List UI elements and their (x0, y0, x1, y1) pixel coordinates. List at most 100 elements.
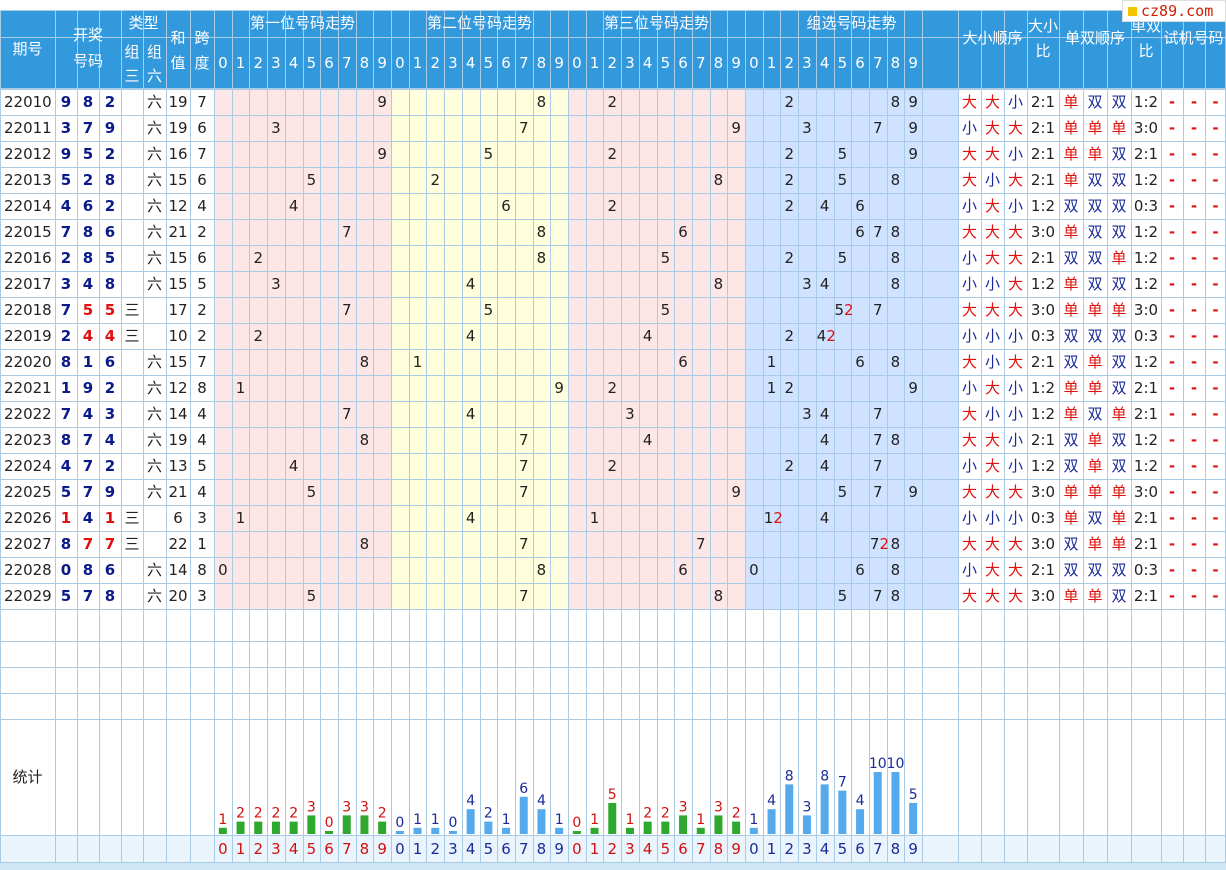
odd-even-cell: 双 (1063, 535, 1079, 553)
span-cell: 7 (197, 145, 207, 163)
group-digit: 5 (837, 249, 848, 267)
group-digit-value: 7 (869, 535, 880, 553)
header-digit: 7 (518, 54, 529, 72)
grid-hline (0, 193, 1226, 194)
span-cell: 2 (197, 327, 207, 345)
stat-bar (732, 821, 741, 834)
header-digit: 2 (430, 54, 440, 72)
grid-hline (0, 349, 1226, 350)
odd-even-cell: 单 (1087, 119, 1103, 137)
stat-bar-label: 2 (289, 806, 298, 822)
size-cell: 大 (1007, 171, 1023, 189)
footer-digit: 9 (377, 840, 387, 858)
type-group6: 六 (146, 353, 162, 371)
odd-even-cell: 单 (1087, 379, 1103, 397)
grid-vline (121, 10, 122, 862)
grid-vline (99, 10, 100, 862)
header-pos1: 第一位号码走势 (249, 14, 355, 32)
size-cell: 大 (961, 171, 977, 189)
size-ratio-cell: 3:0 (1030, 483, 1056, 501)
sum-cell: 14 (168, 561, 188, 579)
trend-digit: 8 (536, 249, 547, 267)
trend-digit: 2 (607, 457, 617, 475)
sum-cell: 13 (168, 457, 188, 475)
trend-digit: 7 (518, 535, 529, 553)
header-digit: 0 (395, 54, 405, 72)
stat-bar-label: 4 (856, 793, 865, 809)
draw-digit: 2 (104, 457, 116, 475)
group-digit: 4 (819, 457, 830, 475)
trend-digit: 4 (642, 431, 653, 449)
stat-bar-label: 0 (325, 815, 334, 831)
stat-bar (785, 784, 794, 834)
grid-hline (0, 323, 1226, 324)
stat-bar-label: 4 (466, 793, 475, 809)
footer-digit: 9 (908, 840, 918, 858)
trend-digit: 9 (554, 379, 564, 397)
group-digit-count: 2 (826, 327, 836, 345)
site-badge[interactable]: cz89.com (1122, 0, 1226, 22)
draw-digit: 2 (104, 197, 116, 215)
odd-even-cell: 单 (1087, 457, 1103, 475)
size-cell: 大 (1007, 353, 1023, 371)
group-digit: 72 (869, 531, 892, 557)
header-group: 组选号码走势 (806, 14, 897, 32)
draw-digit: 5 (60, 483, 72, 501)
period-cell: 22012 (4, 145, 52, 163)
header-digit: 9 (377, 54, 387, 72)
trend-digit: 9 (731, 483, 741, 501)
trend-digit: 1 (235, 379, 246, 397)
header-digit: 5 (660, 54, 671, 72)
trend-digit: 1 (235, 509, 246, 527)
trial-dash: - (1212, 249, 1219, 267)
trend-digit: 4 (465, 509, 476, 527)
size-ratio-cell: 2:1 (1030, 171, 1056, 189)
group-digit-count: 2 (879, 535, 889, 553)
odd-even-cell: 双 (1111, 275, 1127, 293)
size-cell: 大 (984, 145, 1000, 163)
odd-even-cell: 单 (1111, 509, 1127, 527)
footer-digit: 4 (465, 840, 476, 858)
size-cell: 大 (1007, 275, 1023, 293)
grid-vline (338, 10, 339, 862)
site-badge-text: cz89.com (1141, 2, 1214, 20)
stat-bar (360, 815, 369, 834)
draw-digit: 7 (60, 301, 72, 319)
odd-even-cell: 单 (1111, 119, 1127, 137)
grid-vline (692, 10, 693, 862)
stat-bar (749, 827, 758, 834)
type-group6: 六 (146, 561, 162, 579)
group-digit: 2 (784, 145, 794, 163)
footer-digit: 5 (837, 840, 848, 858)
header-digit: 3 (802, 54, 812, 72)
stat-bar (679, 815, 688, 834)
footer-digit: 6 (678, 840, 688, 858)
type-group6: 六 (146, 379, 162, 397)
grid-vline (727, 10, 728, 862)
odd-even-cell: 双 (1087, 327, 1103, 345)
left-area (0, 89, 214, 862)
group-digit: 9 (908, 483, 918, 501)
span-cell: 2 (197, 223, 207, 241)
grid-hline (0, 453, 1226, 454)
grid-vline (303, 10, 304, 862)
odd-even-cell: 单 (1063, 509, 1079, 527)
trial-dash: - (1190, 119, 1198, 137)
header-span: 跨度 (194, 29, 210, 72)
grid-hline (0, 667, 1226, 668)
odd-even-cell: 单 (1087, 483, 1103, 501)
trial-dash: - (1212, 197, 1219, 215)
period-cell: 22028 (4, 561, 52, 579)
group-digit: 8 (890, 561, 901, 579)
group-digit: 8 (890, 535, 901, 553)
stat-bar (448, 831, 457, 834)
period-cell: 22022 (4, 405, 52, 423)
stat-bar (289, 821, 298, 834)
trend-digit: 8 (359, 353, 370, 371)
grid-vline (958, 10, 959, 862)
size-cell: 大 (1007, 587, 1023, 605)
stat-bar-label: 6 (519, 781, 528, 797)
type-group6: 六 (146, 457, 162, 475)
trial-dash: - (1190, 145, 1198, 163)
trial-dash: - (1168, 509, 1176, 527)
